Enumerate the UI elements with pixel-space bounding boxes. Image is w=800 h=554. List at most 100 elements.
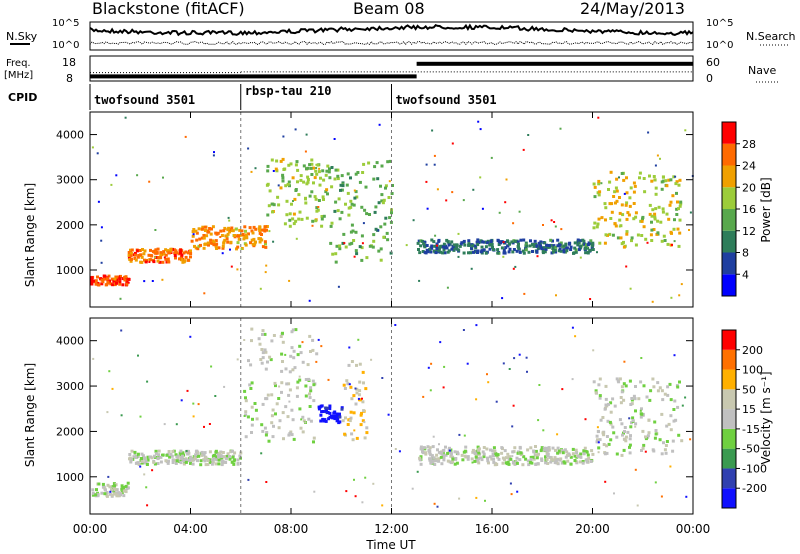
velocity-echo-5-127: [557, 449, 561, 453]
velocity-echo-5-219: [563, 448, 567, 452]
noise-panel-frame: [89, 21, 694, 51]
power-echo-3-47: [320, 217, 324, 221]
power-echo-5-28: [497, 243, 501, 246]
velocity-scatter-91: [654, 481, 657, 484]
power-scatter-114: [536, 255, 539, 258]
power-echo-6-4: [652, 228, 656, 231]
velocity-echo-5-180: [560, 461, 564, 465]
power-echo-5-242: [436, 249, 440, 253]
velocity-echo-6-129: [649, 389, 653, 393]
velocity-echo-3-23: [328, 411, 332, 415]
power-echo-5-300: [533, 239, 537, 243]
velocity-scatter-112: [495, 400, 498, 403]
power-echo-6-41: [638, 171, 642, 175]
velocity-echo-6-118: [605, 435, 609, 438]
velocity-colorbar-label-3: 15: [742, 403, 756, 416]
velocity-echo-6-116: [630, 397, 634, 400]
velocity-echo-5-249: [437, 450, 441, 454]
power-echo-4-38: [353, 196, 357, 200]
power-echo-3-31: [320, 215, 324, 218]
velocity-echo-6-143: [648, 398, 652, 402]
power-echo-3-46: [294, 219, 298, 223]
velocity-echo-6-62: [622, 382, 626, 386]
velocity-echo-1-179: [184, 460, 188, 464]
velocity-echo-1-149: [148, 455, 152, 459]
nave-label: Nave: [748, 64, 776, 77]
velocity-echo-4-15: [361, 419, 365, 423]
power-scatter-113: [143, 280, 146, 283]
power-echo-6-142: [604, 218, 607, 222]
velocity-scatter-124: [538, 384, 541, 386]
velocity-echo-2-43: [286, 415, 290, 419]
velocity-echo-1-138: [200, 450, 204, 454]
velocity-scatter-60: [436, 505, 439, 508]
velocity-scatter-58: [361, 397, 363, 400]
power-echo-6-131: [659, 220, 663, 224]
velocity-echo-2-6: [284, 367, 288, 371]
velocity-echo-4-18: [346, 382, 350, 386]
power-echo-1-72: [156, 247, 160, 251]
velocity-echo-2-129: [281, 331, 284, 335]
velocity-echo-6-31: [651, 377, 655, 381]
velocity-echo-1-0: [156, 462, 160, 465]
velocity-echo-5-40: [503, 449, 507, 453]
power-echo-3-99: [321, 195, 325, 199]
power-echo-6-134: [665, 184, 669, 188]
power-echo-3-21: [287, 180, 291, 184]
velocity-scatter-14: [673, 354, 676, 357]
velocity-echo-1-150: [214, 462, 218, 466]
power-echo-6-144: [628, 204, 632, 208]
power-echo-5-257: [565, 246, 569, 250]
velocity-echo-5-230: [518, 458, 522, 462]
velocity-echo-5-152: [585, 460, 589, 464]
power-echo-2-90: [204, 229, 207, 232]
velocity-echo-6-133: [639, 380, 643, 384]
velocity-echo-4-0: [365, 431, 369, 435]
power-echo-1-56: [136, 249, 140, 253]
velocity-scatter-45: [422, 395, 425, 398]
velocity-echo-0-19: [108, 485, 112, 489]
velocity-echo-5-295: [456, 452, 460, 456]
power-echo-5-130: [484, 245, 488, 249]
power-echo-6-48: [610, 202, 614, 206]
velocity-scatter-66: [669, 465, 672, 468]
power-echo-6-92: [651, 208, 655, 212]
power-echo-1-99: [189, 249, 192, 253]
power-echo-5-289: [481, 240, 485, 244]
velocity-echo-1-54: [211, 460, 215, 464]
velocity-echo-6-88: [640, 412, 644, 416]
velocity-echo-2-134: [258, 342, 262, 346]
velocity-echo-2-46: [270, 339, 274, 343]
power-echo-5-67: [573, 241, 577, 245]
power-echo-6-15: [603, 241, 607, 245]
velocity-echo-5-142: [527, 463, 531, 467]
power-echo-5-115: [525, 244, 529, 248]
velocity-echo-5-92: [487, 461, 490, 465]
velocity-echo-2-126: [275, 402, 279, 406]
velocity-echo-1-31: [168, 455, 172, 459]
velocity-echo-2-57: [263, 426, 267, 430]
velocity-scatter-42: [613, 492, 615, 495]
velocity-echo-5-289: [509, 457, 513, 461]
velocity-echo-5-87: [581, 460, 585, 463]
velocity-echo-6-10: [647, 418, 651, 422]
velocity-echo-1-144: [204, 455, 208, 459]
power-echo-6-153: [664, 179, 668, 183]
velocity-echo-1-104: [200, 453, 204, 457]
power-echo-2-121: [206, 241, 210, 245]
power-scatter-61: [425, 180, 428, 183]
velocity-echo-2-27: [267, 439, 271, 443]
velocity-scatter-4: [430, 362, 433, 365]
velocity-scatter-55: [636, 504, 639, 507]
velocity-scatter-106: [139, 465, 142, 468]
velocity-echo-5-312: [422, 446, 426, 450]
power-echo-1-55: [169, 248, 173, 252]
power-echo-5-144: [556, 238, 560, 242]
power-echo-5-56: [417, 239, 421, 243]
power-echo-4-79: [334, 200, 338, 204]
velocity-echo-2-3: [287, 393, 291, 397]
velocity-echo-5-258: [477, 451, 481, 455]
velocity-scatter-100: [442, 386, 445, 389]
power-echo-3-104: [314, 219, 318, 223]
power-echo-4-64: [381, 201, 385, 205]
